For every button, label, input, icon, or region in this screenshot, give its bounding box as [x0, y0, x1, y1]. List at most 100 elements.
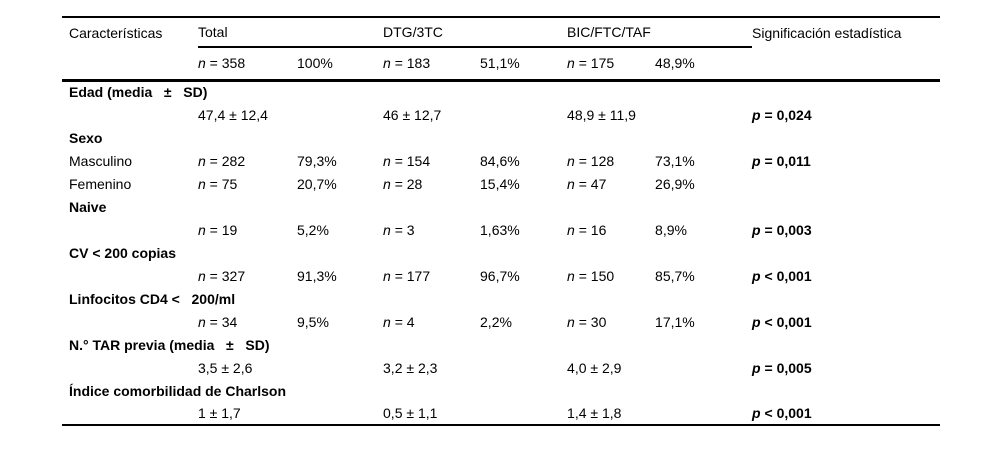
cell-row-label	[62, 402, 198, 425]
cell-dtg-pct	[480, 103, 567, 126]
cell-total-n: 3,5 ± 2,6	[198, 359, 253, 376]
data-row-masculino: Masculino n = 282 79,3% n = 154 84,6% n …	[62, 149, 940, 172]
section-label: Índice comorbilidad de Charlson	[69, 382, 287, 399]
table-body: Edad (media ± SD) 47,4 ± 12,4 46 ± 12,7 …	[62, 80, 940, 425]
cell-bic-pct: 85,7%	[655, 267, 695, 284]
cell-total-pct: 9,5%	[297, 313, 329, 330]
header-dtg-n: n = 183	[383, 47, 481, 82]
cell-total-n: n = 282	[198, 152, 246, 169]
data-row-tar-values: 3,5 ± 2,6 3,2 ± 2,3 4,0 ± 2,9 p = 0,005	[62, 356, 940, 379]
cell-row-label	[62, 356, 198, 379]
baseline-characteristics-table: Características Total DTG/3TC BIC/FTC/TA…	[62, 16, 941, 426]
section-label: CV < 200 copias	[69, 244, 177, 261]
section-row-edad: Edad (media ± SD)	[62, 80, 940, 103]
section-row-tar: N.° TAR previa (media ± SD)	[62, 333, 940, 356]
header-group-total: Total	[198, 17, 384, 48]
cell-row-label	[62, 264, 198, 287]
section-label: Naive	[69, 198, 107, 215]
cell-row-label: Femenino	[69, 175, 132, 192]
header-significance: Significación estadística	[752, 24, 902, 41]
data-row-charlson-values: 1 ± 1,7 0,5 ± 1,1 1,4 ± 1,8 p < 0,001	[62, 402, 940, 425]
header-group-dtg3tc: DTG/3TC	[383, 17, 568, 48]
section-label: N.° TAR previa (media ± SD)	[69, 336, 270, 353]
section-row-charlson: Índice comorbilidad de Charlson	[62, 379, 940, 402]
cell-dtg-n: n = 28	[383, 175, 423, 192]
cell-bic-n: n = 16	[567, 221, 607, 238]
section-row-sexo: Sexo	[62, 126, 940, 149]
cell-dtg-n: n = 154	[383, 152, 431, 169]
cell-total-pct	[297, 103, 383, 126]
cell-dtg-n: 46 ± 12,7	[383, 106, 442, 123]
cell-p-value: p = 0,011	[752, 152, 811, 169]
section-row-naive: Naive	[62, 195, 940, 218]
cell-dtg-pct	[480, 356, 567, 379]
header-dtg-pct: 51,1%	[480, 47, 568, 82]
cell-dtg-n: n = 177	[383, 267, 431, 284]
cell-bic-n: 1,4 ± 1,8	[567, 405, 622, 421]
data-row-femenino: Femenino n = 75 20,7% n = 28 15,4% n = 4…	[62, 172, 940, 195]
cell-row-label	[62, 218, 198, 241]
cell-bic-pct: 73,1%	[655, 152, 695, 169]
cell-dtg-pct: 96,7%	[480, 267, 520, 284]
cell-p-value: p = 0,003	[752, 221, 812, 238]
section-label: Sexo	[69, 129, 103, 146]
cell-bic-pct: 8,9%	[655, 221, 687, 238]
cell-total-pct: 91,3%	[297, 267, 337, 284]
cell-dtg-pct: 15,4%	[480, 175, 520, 192]
cell-total-pct: 20,7%	[297, 175, 337, 192]
header-empty-cell	[62, 47, 198, 82]
cell-p-value: p < 0,001	[752, 405, 812, 421]
cell-dtg-pct: 84,6%	[480, 152, 520, 169]
cell-row-label	[62, 310, 198, 333]
cell-dtg-n: n = 3	[383, 221, 415, 238]
cell-total-n: 47,4 ± 12,4	[198, 106, 268, 123]
data-row-cv-values: n = 327 91,3% n = 177 96,7% n = 150 85,7…	[62, 264, 940, 287]
cell-total-n: n = 327	[198, 267, 246, 284]
cell-bic-pct: 17,1%	[655, 313, 695, 330]
cell-total-n: n = 75	[198, 175, 238, 192]
cell-bic-pct	[655, 356, 752, 379]
table-header: Características Total DTG/3TC BIC/FTC/TA…	[62, 17, 941, 82]
cell-bic-n: n = 30	[567, 313, 607, 330]
header-empty-cell	[752, 47, 941, 82]
cell-total-n: n = 19	[198, 221, 238, 238]
cell-bic-n: 48,9 ± 11,9	[567, 106, 636, 123]
cell-bic-n: n = 150	[567, 267, 615, 284]
section-row-cv: CV < 200 copias	[62, 241, 940, 264]
cell-total-n: 1 ± 1,7	[198, 405, 241, 421]
cell-bic-n: n = 128	[567, 152, 615, 169]
cell-dtg-n: 0,5 ± 1,1	[383, 405, 438, 421]
data-row-cd4-values: n = 34 9,5% n = 4 2,2% n = 30 17,1% p < …	[62, 310, 940, 333]
cell-row-label	[62, 103, 198, 126]
cell-bic-pct: 26,9%	[655, 175, 695, 192]
cell-dtg-pct: 2,2%	[480, 313, 512, 330]
cell-p-value	[752, 172, 940, 195]
cell-dtg-n: 3,2 ± 2,3	[383, 359, 438, 376]
section-label: Linfocitos CD4 < 200/ml	[69, 290, 236, 307]
cell-bic-n: 4,0 ± 2,9	[567, 359, 622, 376]
header-characteristics: Características	[69, 24, 163, 41]
cell-row-label: Masculino	[69, 152, 133, 169]
header-row-counts: n = 358 100% n = 183 51,1% n = 175 48,9%	[62, 47, 941, 82]
header-row-groups: Características Total DTG/3TC BIC/FTC/TA…	[62, 17, 940, 48]
section-label: Edad (media ± SD)	[69, 84, 208, 101]
cell-total-pct: 79,3%	[297, 152, 337, 169]
data-row-edad-values: 47,4 ± 12,4 46 ± 12,7 48,9 ± 11,9 p = 0,…	[62, 103, 940, 126]
header-group-bicftctaf: BIC/FTC/TAF	[567, 17, 753, 48]
cell-p-value: p = 0,024	[752, 106, 812, 123]
cell-bic-pct	[655, 103, 752, 126]
cell-total-pct: 5,2%	[297, 221, 329, 238]
cell-dtg-n: n = 4	[383, 313, 415, 330]
section-row-cd4: Linfocitos CD4 < 200/ml	[62, 287, 940, 310]
header-total-pct: 100%	[297, 47, 384, 82]
header-bic-n: n = 175	[567, 47, 656, 82]
data-row-naive-values: n = 19 5,2% n = 3 1,63% n = 16 8,9% p = …	[62, 218, 940, 241]
cell-dtg-pct: 1,63%	[480, 221, 520, 238]
cell-p-value: p < 0,001	[752, 313, 812, 330]
header-bic-pct: 48,9%	[655, 47, 753, 82]
cell-total-n: n = 34	[198, 313, 238, 330]
cell-total-pct	[297, 356, 383, 379]
cell-bic-n: n = 47	[567, 175, 607, 192]
cell-total-pct	[297, 402, 383, 425]
cell-bic-pct	[655, 402, 752, 425]
